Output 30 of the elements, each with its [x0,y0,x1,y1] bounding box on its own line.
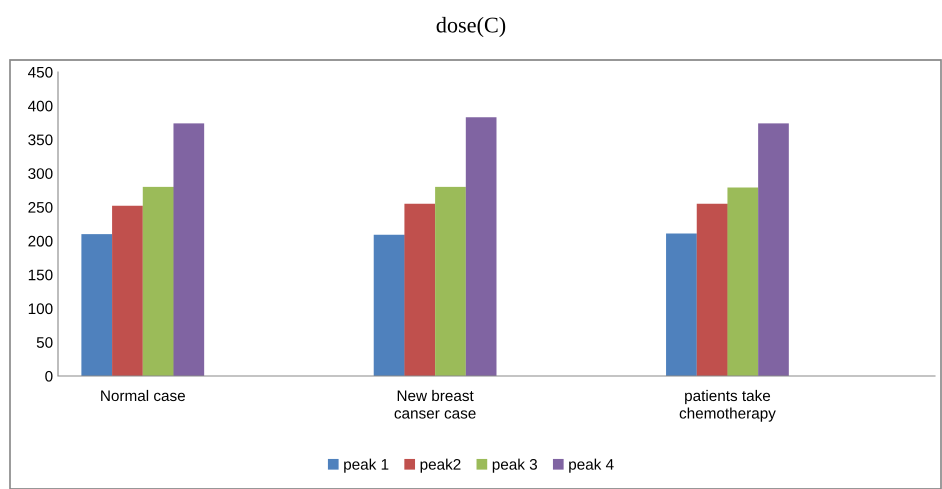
bar [666,233,697,376]
legend-label: peak2 [420,458,460,473]
y-tick-label: 150 [28,270,53,280]
bar [81,234,112,376]
legend-label: peak 1 [344,458,388,473]
x-tick-label: Normal case [101,390,185,402]
y-tick-label: 300 [28,168,53,180]
y-tick-label: 400 [28,100,53,112]
chart-title: dose(C) [436,16,506,38]
bar [142,186,174,376]
y-tick-label: 350 [28,134,53,146]
bar [404,204,436,376]
y-tick-label: 100 [28,303,53,314]
y-tick-label: 250 [28,202,53,213]
legend-label: peak 3 [492,458,537,473]
bar [173,123,204,376]
x-tick-label: patients take chemotherapy [680,390,776,422]
legend-label: peak 4 [569,458,614,473]
y-tick-label: 50 [36,337,53,348]
bar [435,186,466,376]
y-tick-label: 200 [28,236,53,247]
bar [758,123,789,376]
bar [466,117,496,376]
bar [374,234,404,376]
y-tick-label: 450 [28,66,53,78]
bar [112,206,143,376]
bar [727,188,758,376]
bar [696,204,728,376]
x-tick-label: New breast canser case [394,390,476,419]
y-tick-label: 0 [45,370,53,382]
